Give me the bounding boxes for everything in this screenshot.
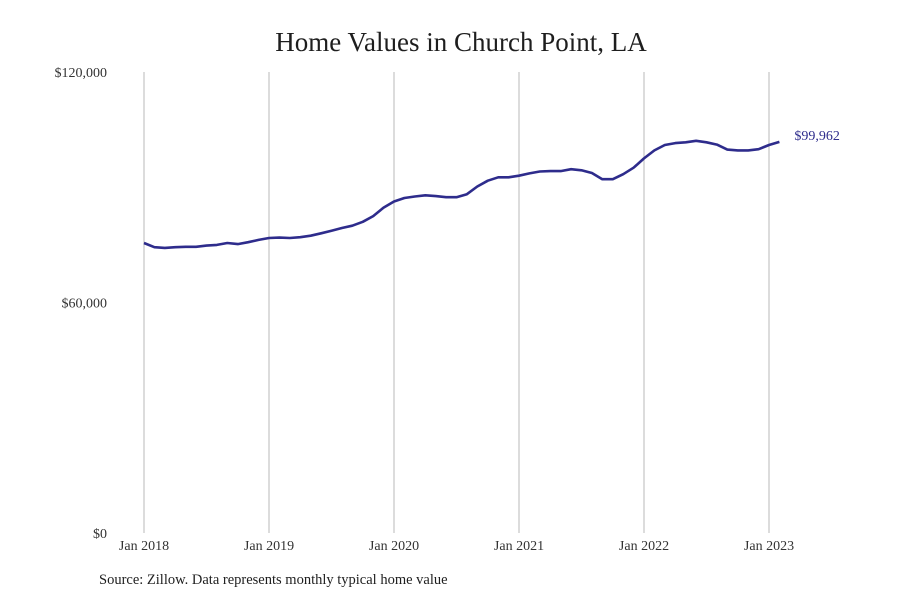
chart-title: Home Values in Church Point, LA [275, 27, 647, 57]
home-value-line [143, 139, 780, 250]
x-tick-label: Jan 2021 [494, 539, 544, 554]
x-tick-label: Jan 2018 [119, 539, 169, 554]
y-axis-ticks: $0 $60,000 $120,000 [55, 66, 108, 542]
y-tick-label: $60,000 [62, 297, 108, 312]
source-note: Source: Zillow. Data represents monthly … [99, 572, 448, 588]
x-tick-label: Jan 2022 [619, 539, 669, 554]
y-tick-label: $120,000 [55, 66, 108, 81]
gridlines [143, 72, 770, 533]
x-tick-label: Jan 2020 [369, 539, 419, 554]
x-tick-label: Jan 2019 [244, 539, 294, 554]
last-value-label: $99,962 [794, 129, 840, 144]
x-tick-label: Jan 2023 [744, 539, 794, 554]
y-tick-label: $0 [93, 527, 107, 542]
x-axis-ticks: Jan 2018 Jan 2019 Jan 2020 Jan 2021 Jan 2022… [119, 539, 794, 554]
